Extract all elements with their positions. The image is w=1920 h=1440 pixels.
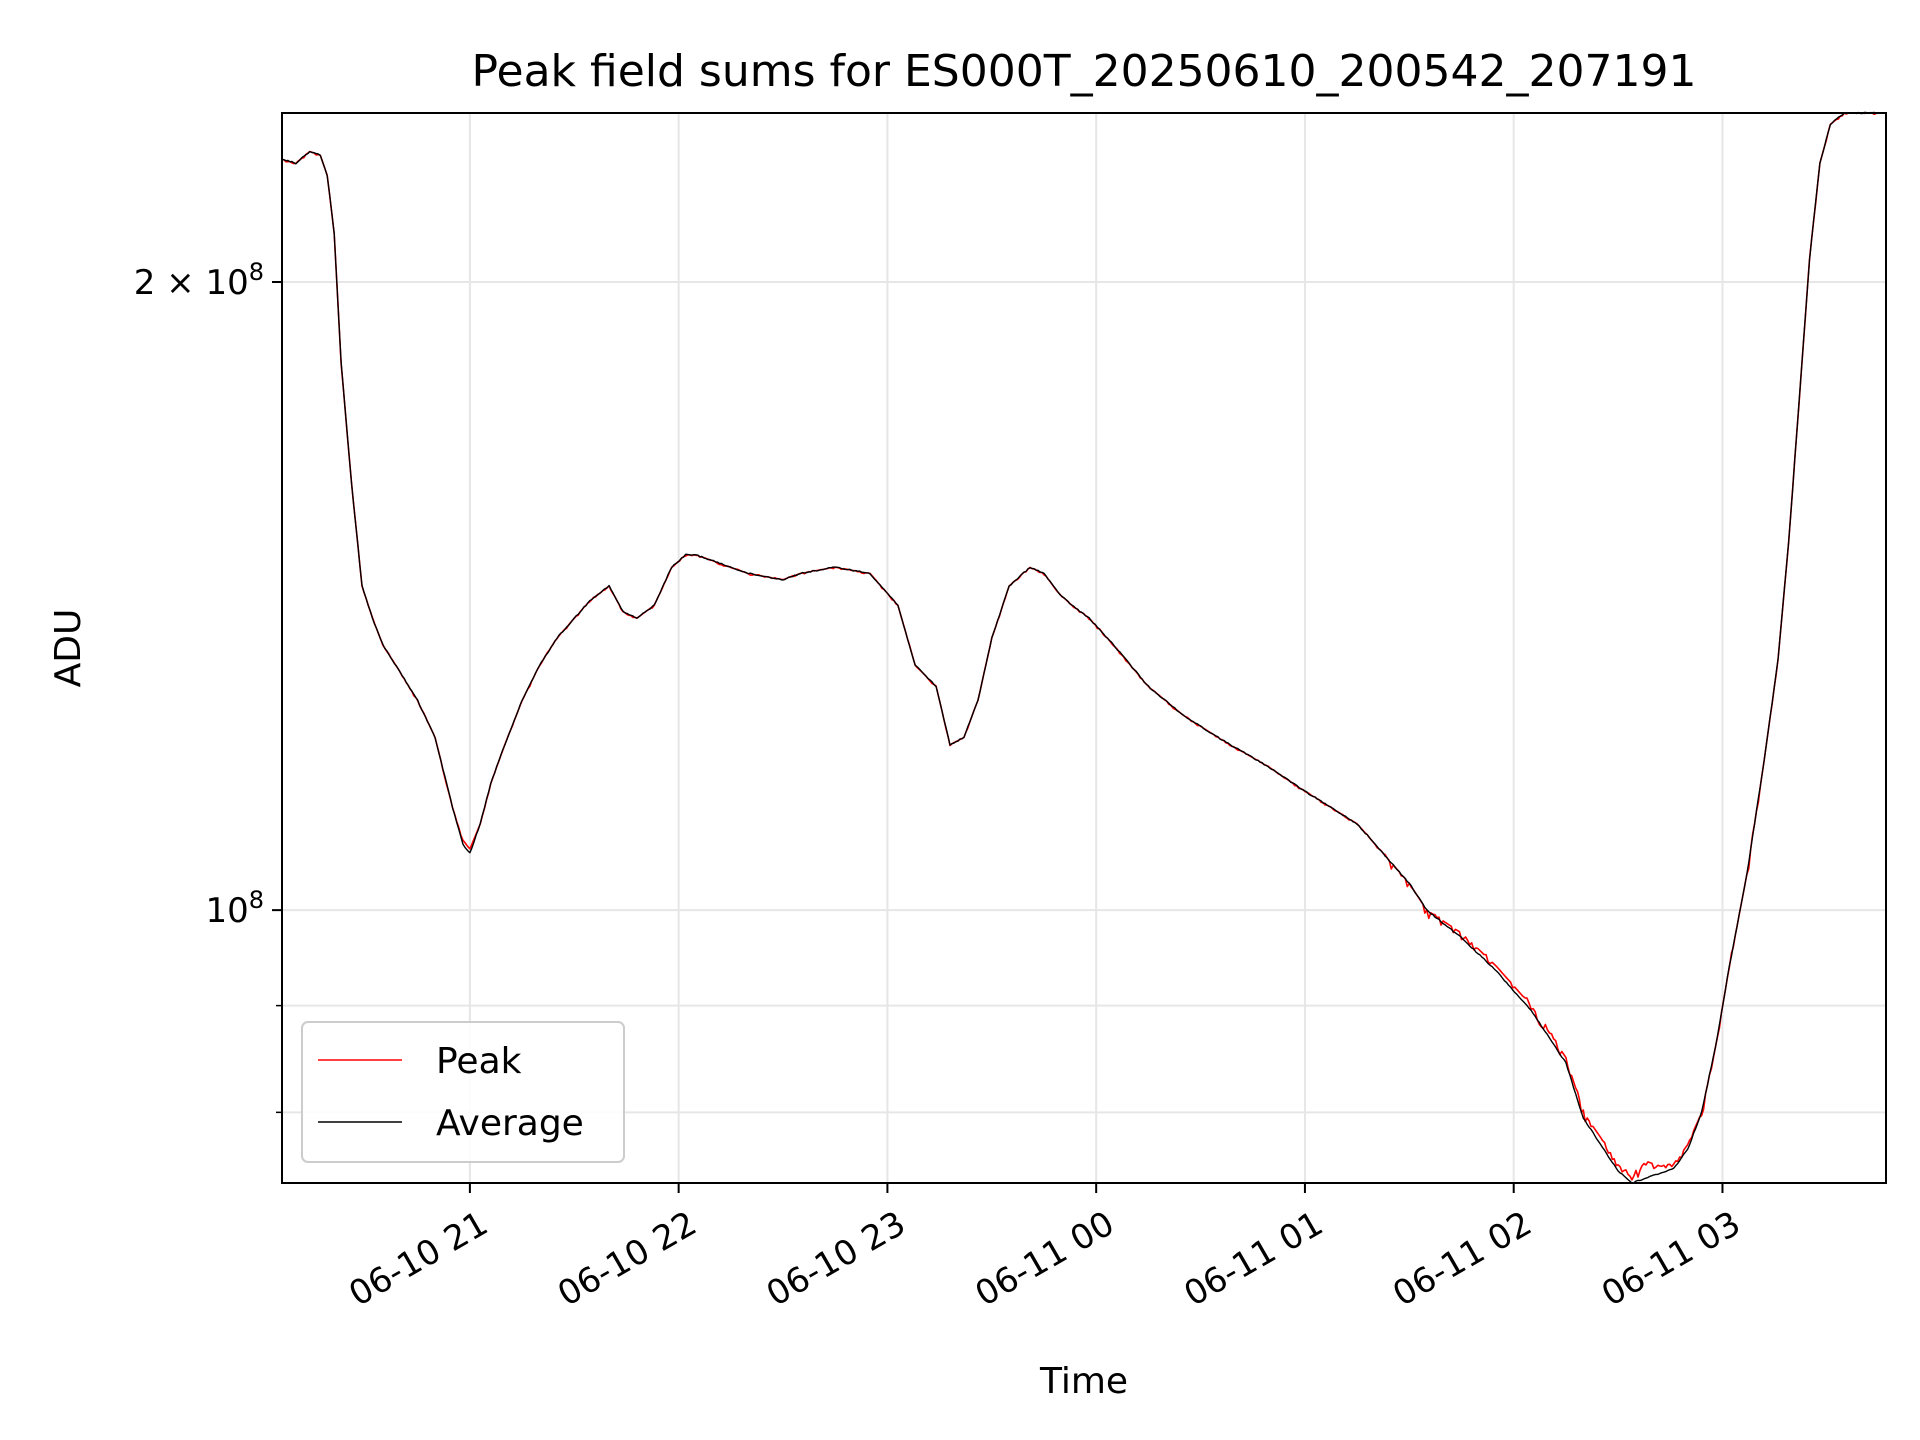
y-tick-exponent: 8 — [249, 886, 264, 914]
y-tick-exponent: 8 — [249, 258, 264, 286]
plot-frame — [281, 112, 1887, 1184]
series-layer — [281, 111, 1887, 1184]
y-tick-label: 108 — [205, 886, 264, 931]
series-line-average — [281, 111, 1887, 1184]
legend-label-average: Average — [436, 1103, 584, 1144]
chart-title: Peak field sums for ES000T_20250610_2005… — [472, 46, 1697, 97]
y-tick-label: 2 × 108 — [134, 258, 264, 303]
legend: Peak Average — [301, 1021, 625, 1163]
y-tick-coef: 2 × — [134, 263, 206, 303]
x-axis-label: Time — [1039, 1361, 1128, 1402]
grid — [282, 113, 1886, 1183]
legend-box — [301, 1021, 625, 1163]
y-axis-label: ADU — [48, 609, 89, 688]
y-tick-base: 10 — [205, 891, 248, 931]
y-tick-base: 10 — [205, 263, 248, 303]
legend-label-peak: Peak — [436, 1041, 522, 1082]
